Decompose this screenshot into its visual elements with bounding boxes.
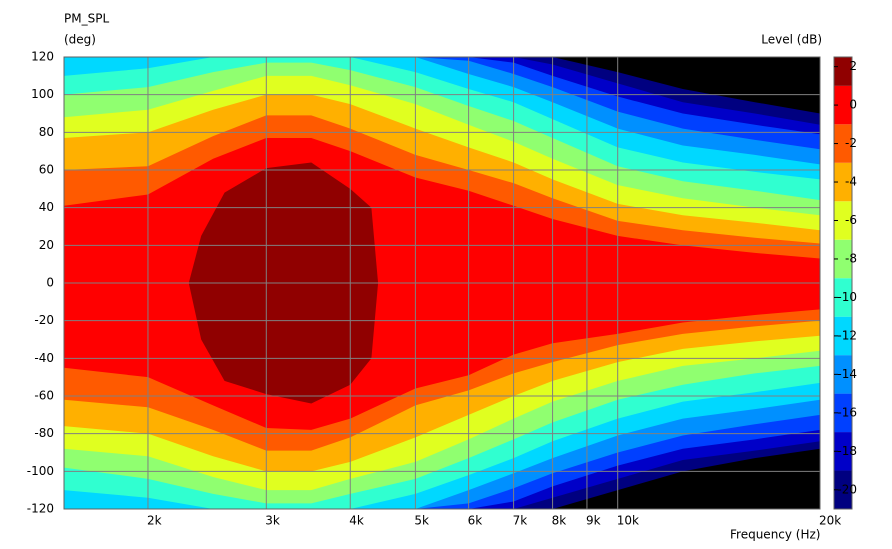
- colorbar-tick-label: -2: [845, 136, 857, 150]
- colorbar-tick-label: -16: [837, 405, 857, 419]
- y-axis-label: (deg): [64, 33, 96, 47]
- y-tick-label: 0: [46, 276, 54, 290]
- colorbar-tick-label: -14: [837, 367, 857, 381]
- plot-frame: [63, 56, 821, 510]
- y-tick-label: -20: [34, 313, 54, 327]
- y-tick-label: 100: [31, 87, 54, 101]
- colorbar-tick-label: -20: [837, 482, 857, 496]
- chart-title: PM_SPL: [64, 12, 109, 26]
- colorbar-tick-label: -8: [845, 251, 857, 265]
- colorbar-band: [834, 393, 852, 433]
- y-tick-label: -80: [34, 426, 54, 440]
- y-tick-label: -120: [27, 502, 54, 516]
- colorbar-band: [834, 316, 852, 356]
- y-tick-label: 80: [39, 125, 54, 139]
- colorbar-tick-label: 2: [849, 59, 857, 73]
- colorbar-band: [834, 432, 852, 471]
- y-tick-label: -60: [34, 389, 54, 403]
- colorbar-band: [834, 162, 852, 202]
- colorbar-band: [834, 85, 852, 125]
- colorbar-band: [834, 278, 852, 317]
- colorbar-label: Level (dB): [761, 33, 822, 47]
- colorbar-tick-label: 0: [849, 98, 857, 112]
- colorbar-band: [834, 470, 852, 509]
- colorbar-band: [834, 57, 852, 86]
- x-axis-label: Frequency (Hz): [730, 528, 821, 542]
- y-tick-label: -100: [27, 464, 54, 478]
- colorbar-tick-label: -12: [837, 328, 857, 342]
- colorbar-band: [834, 239, 852, 279]
- y-tick-label: -40: [34, 351, 54, 365]
- colorbar-tick-label: -4: [845, 175, 857, 189]
- x-tick-label: 20k: [819, 514, 841, 528]
- x-tick-label: 5k: [414, 514, 429, 528]
- x-tick-label: 8k: [552, 514, 567, 528]
- x-tick-label: 10k: [617, 514, 639, 528]
- y-tick-label: 60: [39, 163, 54, 177]
- x-tick-label: 9k: [586, 514, 601, 528]
- colorbar-band: [834, 124, 852, 163]
- colorbar-tick-label: -6: [845, 213, 857, 227]
- y-tick-label: 40: [39, 200, 54, 214]
- x-tick-label: 2k: [147, 514, 162, 528]
- x-tick-label: 6k: [468, 514, 483, 528]
- x-tick-label: 4k: [349, 514, 364, 528]
- colorbar-tick-label: -18: [837, 444, 857, 458]
- colorbar-band: [834, 201, 852, 240]
- colorbar-tick-label: -10: [837, 290, 857, 304]
- colorbar-frame: [833, 56, 853, 510]
- x-tick-label: 3k: [265, 514, 280, 528]
- x-tick-label: 7k: [513, 514, 528, 528]
- y-tick-label: 120: [31, 50, 54, 64]
- y-tick-label: 20: [39, 238, 54, 252]
- colorbar-band: [834, 355, 852, 394]
